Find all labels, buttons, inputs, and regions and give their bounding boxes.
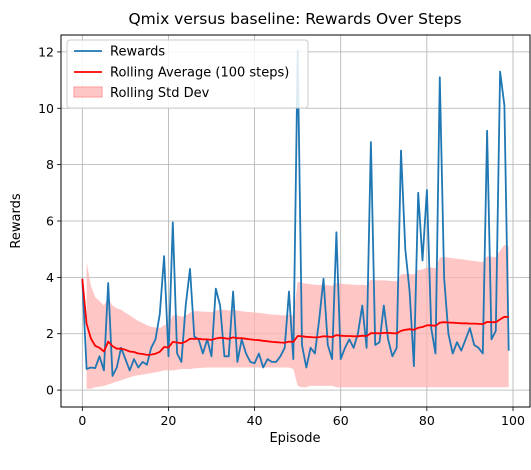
rolling-average-line (81, 278, 509, 356)
y-tick-label: 2 (46, 326, 54, 341)
x-axis-ticks: 0 20 40 60 80 100 (78, 407, 525, 428)
y-axis-ticks: 0 2 4 6 8 10 12 (38, 44, 61, 398)
y-tick-label: 0 (46, 383, 54, 398)
y-tick-label: 10 (38, 101, 54, 116)
x-tick-label: 40 (247, 413, 263, 428)
x-tick-label: 100 (501, 413, 525, 428)
legend-box (66, 39, 309, 109)
y-tick-label: 12 (38, 44, 54, 59)
x-tick-label: 80 (419, 413, 435, 428)
x-tick-label: 60 (333, 413, 349, 428)
rewards-line (81, 49, 510, 377)
chart-title: Qmix versus baseline: Rewards Over Steps (128, 10, 461, 28)
legend-std-dev-swatch (73, 86, 103, 98)
legend-rolling-average-label: Rolling Average (100 steps) (110, 66, 289, 81)
std-dev-band-layer (86, 245, 509, 389)
legend-std-dev-label: Rolling Std Dev (110, 86, 210, 101)
x-tick-label: 0 (78, 413, 86, 428)
rolling-std-dev-band (86, 245, 509, 389)
legend: Rewards Rolling Average (100 steps) Roll… (66, 39, 309, 109)
y-tick-label: 6 (46, 214, 54, 229)
series-layer (81, 49, 510, 377)
y-axis-label: Rewards (9, 193, 24, 248)
legend-rewards-label: Rewards (110, 45, 165, 60)
y-tick-label: 4 (46, 270, 54, 285)
x-axis-label: Episode (269, 431, 320, 446)
x-tick-label: 20 (160, 413, 176, 428)
y-tick-label: 8 (46, 157, 54, 172)
